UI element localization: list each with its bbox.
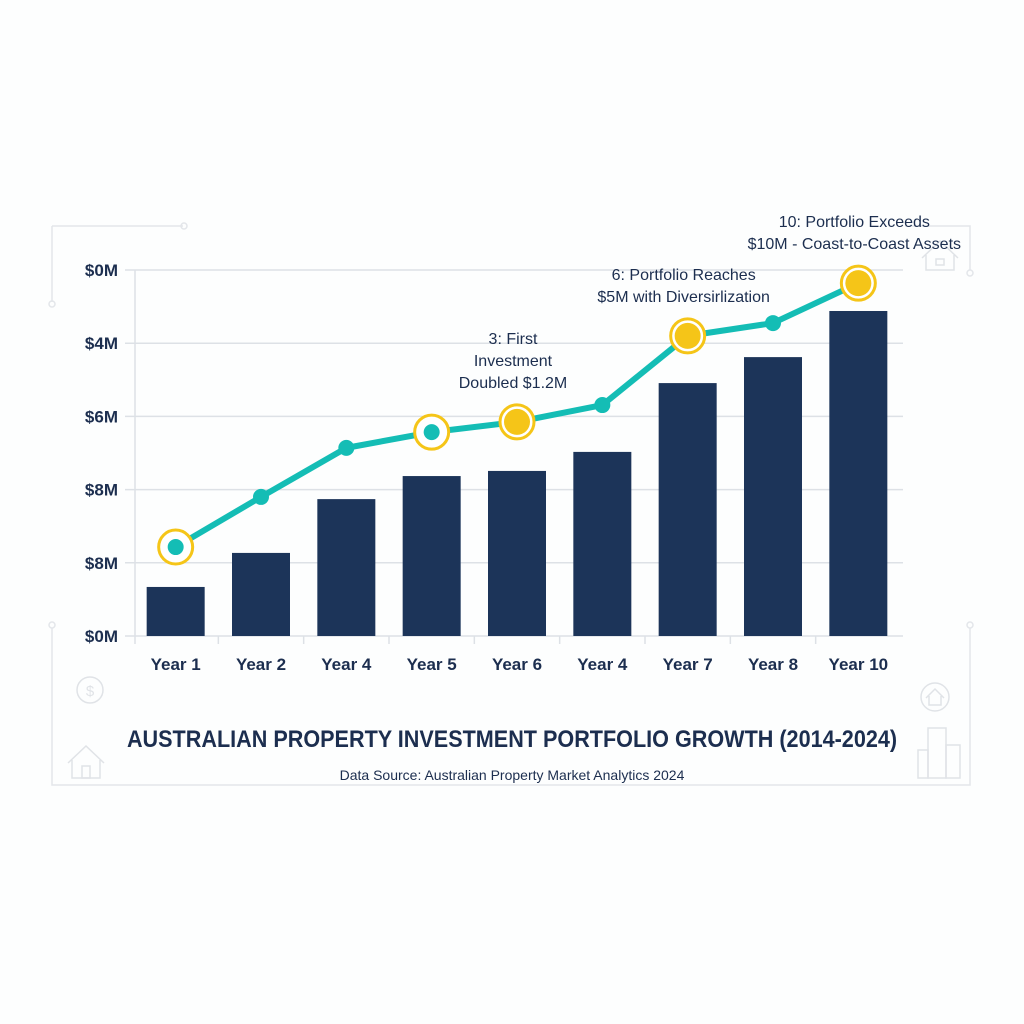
y-tick-label: $0M: [85, 627, 118, 646]
svg-text:$: $: [86, 683, 95, 700]
line-point: [253, 488, 269, 505]
line-point: [594, 397, 611, 414]
bar: [232, 552, 290, 636]
line-point: [423, 424, 440, 441]
bar: [744, 357, 802, 636]
house-icon: [67, 744, 105, 779]
x-tick-label: Year 7: [663, 655, 713, 674]
bar: [573, 451, 632, 636]
milestone-label: Investment: [474, 353, 553, 370]
y-tick-label: $8M: [85, 554, 118, 573]
milestone-point: [504, 408, 530, 435]
x-tick-label: Year 1: [151, 655, 201, 674]
y-tick-label: $6M: [85, 407, 118, 426]
milestone-point: [674, 322, 701, 349]
chart-subtitle: Data Source: Australian Property Market …: [339, 767, 685, 783]
bar: [146, 586, 205, 636]
line-point: [338, 439, 355, 456]
x-tick-label: Year 4: [321, 655, 372, 674]
dollar-coin-icon: $: [76, 676, 104, 704]
bar: [402, 476, 461, 636]
building-icon: [917, 727, 961, 779]
x-tick-label: Year 10: [829, 655, 889, 674]
decorative-frame: [48, 222, 974, 786]
chart-title: AUSTRALIAN PROPERTY INVESTMENT PORTFOLIO…: [126, 726, 898, 753]
x-tick-label: Year 8: [748, 655, 798, 674]
y-tick-label: $0M: [85, 261, 118, 280]
line-point: [167, 539, 184, 556]
milestone-label: $10M - Coast-to-Coast Assets: [748, 236, 961, 253]
home-circle-icon: [920, 682, 950, 712]
bar: [658, 383, 717, 636]
milestone-label: 6: Portfolio Reaches: [612, 267, 756, 284]
y-tick-label: $4M: [85, 334, 118, 353]
bar: [488, 470, 546, 636]
x-tick-label: Year 2: [236, 655, 286, 674]
bar: [829, 310, 888, 636]
milestone-point: [845, 270, 872, 297]
x-tick-label: Year 6: [492, 655, 542, 674]
line-point: [765, 315, 781, 332]
house-icon: [921, 239, 959, 271]
y-tick-label: $8M: [85, 481, 118, 500]
milestone-label: 3: First: [489, 331, 538, 348]
x-tick-label: Year 5: [407, 655, 457, 674]
milestone-label: $5M with Diversirlization: [597, 289, 770, 306]
x-tick-label: Year 4: [577, 655, 628, 674]
milestone-label: Doubled $1.2M: [459, 375, 568, 392]
milestone-label: 10: Portfolio Exceeds: [779, 214, 930, 231]
bar: [317, 499, 376, 636]
